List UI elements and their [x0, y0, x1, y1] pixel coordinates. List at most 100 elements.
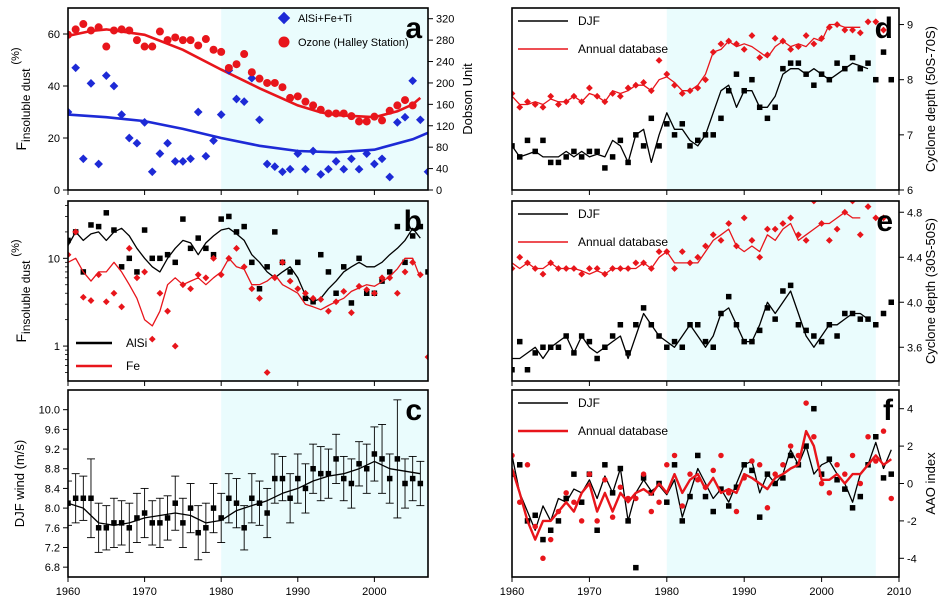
plot-area: [512, 18, 895, 171]
panel-frame: [67, 389, 429, 578]
series-line-0: [68, 227, 421, 303]
data-point: [347, 154, 356, 164]
data-point: [516, 462, 523, 468]
panel-letter: b: [404, 205, 422, 238]
data-point: [423, 167, 428, 177]
data-point: [240, 50, 249, 59]
data-point: [516, 253, 524, 261]
data-point: [648, 508, 655, 515]
legend-label: AlSi: [126, 336, 147, 350]
data-point: [370, 112, 379, 121]
panel-frame: [67, 7, 429, 191]
data-point: [586, 338, 593, 345]
data-point: [617, 322, 624, 328]
data-point: [865, 434, 871, 440]
plot-area: [68, 210, 428, 376]
data-point: [656, 143, 662, 149]
data-point: [264, 510, 270, 516]
data-point: [210, 505, 217, 511]
data-point: [424, 353, 428, 361]
data-point: [187, 505, 194, 511]
data-point: [363, 465, 370, 472]
data-point: [865, 60, 871, 66]
data-point: [340, 287, 348, 295]
data-point: [718, 452, 724, 459]
data-point: [671, 81, 678, 89]
data-point: [355, 117, 364, 126]
data-point: [209, 136, 218, 145]
data-point: [717, 236, 725, 244]
y-axis-label-sub: insoluble dust: [19, 68, 33, 142]
data-point: [301, 164, 310, 174]
y-tick-label: 0: [907, 479, 913, 491]
data-point: [733, 40, 740, 48]
data-point: [172, 259, 178, 266]
data-point: [709, 231, 717, 239]
y2-tick-label: 80: [436, 142, 448, 154]
data-point: [841, 208, 849, 216]
data-point: [825, 236, 833, 244]
legend-marker: [278, 36, 290, 48]
data-point: [834, 60, 840, 66]
data-point: [647, 87, 655, 95]
data-point: [849, 54, 856, 61]
data-point: [400, 112, 410, 122]
data-point: [141, 227, 148, 233]
data-point: [203, 525, 209, 531]
y2-tick-label: 160: [436, 99, 454, 111]
data-point: [555, 508, 562, 515]
legend-label: DJF: [578, 207, 600, 221]
data-point: [279, 258, 286, 266]
data-point: [880, 475, 887, 481]
data-point: [512, 265, 516, 272]
data-point: [764, 115, 771, 122]
data-point: [787, 443, 794, 449]
data-point: [140, 42, 149, 51]
data-point: [710, 344, 716, 350]
data-point: [516, 154, 523, 160]
data-point: [679, 518, 686, 524]
data-point: [278, 83, 287, 92]
data-point: [378, 274, 386, 282]
y-tick-label: 60: [48, 29, 60, 41]
data-point: [379, 456, 385, 462]
data-point: [695, 477, 701, 483]
data-point: [779, 220, 787, 227]
data-point: [640, 305, 647, 311]
data-point: [256, 500, 263, 506]
data-point: [741, 475, 747, 481]
data-point: [68, 107, 73, 117]
data-point: [417, 480, 424, 487]
data-point: [163, 36, 172, 45]
data-point: [710, 132, 716, 138]
data-point: [725, 490, 732, 496]
data-point: [371, 451, 378, 457]
data-point: [524, 259, 531, 267]
data-point: [733, 242, 740, 250]
data-point: [811, 82, 817, 88]
data-point: [193, 107, 203, 117]
data-point: [163, 138, 172, 148]
data-point: [888, 471, 895, 477]
data-point: [695, 322, 701, 328]
y2-axis-label: Dobson Unit: [460, 63, 475, 135]
data-point: [888, 495, 895, 502]
data-point: [562, 265, 570, 272]
data-point: [524, 367, 531, 373]
data-point: [148, 335, 156, 343]
data-point: [409, 258, 417, 266]
data-point: [111, 227, 117, 233]
data-point: [625, 350, 631, 356]
data-point: [764, 471, 771, 477]
data-point: [787, 282, 794, 289]
panel-letter: c: [405, 394, 422, 427]
data-point: [180, 216, 186, 222]
shaded-region: [221, 390, 428, 577]
data-point: [79, 293, 87, 301]
data-point: [780, 475, 786, 481]
data-point: [748, 236, 756, 244]
data-point: [157, 255, 163, 262]
data-point: [393, 118, 402, 127]
data-point: [655, 248, 663, 256]
data-point: [172, 500, 178, 506]
